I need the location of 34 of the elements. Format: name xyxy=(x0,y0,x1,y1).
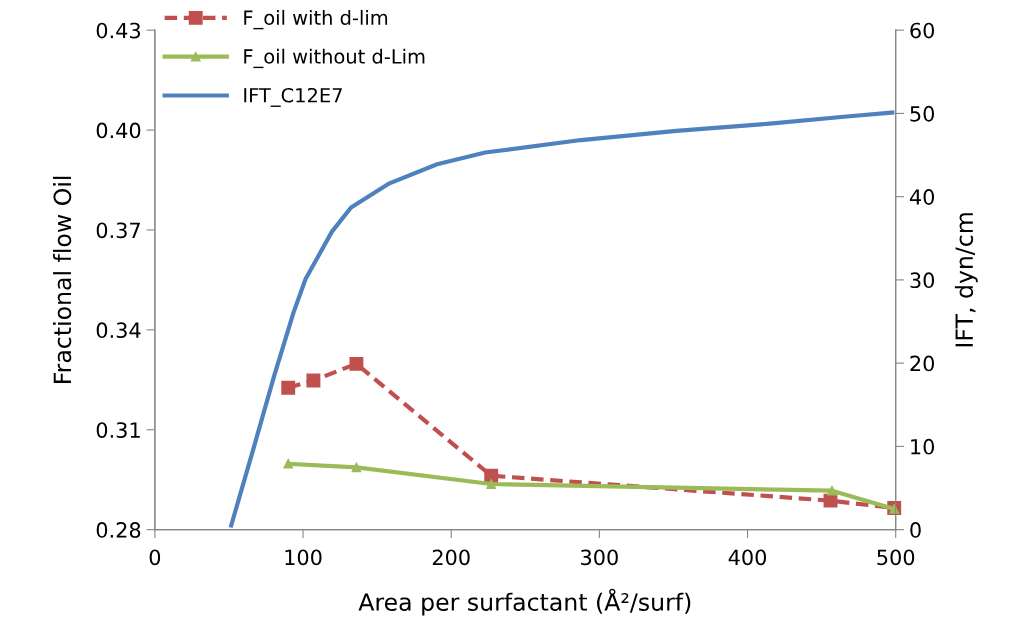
x-tick-label: 100 xyxy=(285,549,322,566)
y2-tick-label: 10 xyxy=(911,438,935,455)
legend-label: F_oil without d-Lim xyxy=(244,48,425,69)
y-tick-label: 0.28 xyxy=(96,522,141,538)
x-tick-label: 0 xyxy=(149,549,161,566)
y-tick-label: 0.31 xyxy=(96,422,140,438)
y2-tick-label: 0 xyxy=(910,522,921,538)
y-tick-label: 0.43 xyxy=(96,22,141,39)
y-tick-label: 0.37 xyxy=(96,222,140,239)
point xyxy=(283,458,294,469)
y2-axis-title: IFT, dyn/cm xyxy=(954,213,978,347)
y2-tick-label: 40 xyxy=(909,189,935,205)
point xyxy=(306,373,321,388)
point xyxy=(351,462,362,473)
y-tick-label: 0.34 xyxy=(96,322,141,339)
y2-tick-label: 20 xyxy=(910,355,935,372)
y2-tick-label: 50 xyxy=(910,105,935,122)
x-tick-label: 500 xyxy=(877,549,915,566)
legend-label: IFT_C12E7 xyxy=(244,87,342,107)
point xyxy=(484,468,499,483)
point xyxy=(827,485,837,496)
x-tick-label: 400 xyxy=(728,549,767,566)
line-series xyxy=(229,110,895,528)
legend-label: F_oil with d-lim xyxy=(244,9,388,30)
point xyxy=(349,356,364,371)
y-axis-title: Fractional flow Oil xyxy=(53,176,72,383)
point xyxy=(486,479,497,489)
x-tick-label: 300 xyxy=(581,549,618,566)
y-tick-label: 0.40 xyxy=(96,122,141,139)
y2-tick-label: 30 xyxy=(910,272,935,289)
y2-tick-label: 60 xyxy=(910,22,935,39)
point xyxy=(281,380,296,395)
x-tick-label: 200 xyxy=(432,549,470,566)
x-axis-title: Area per surfactant (Å²/surf) xyxy=(358,588,691,616)
